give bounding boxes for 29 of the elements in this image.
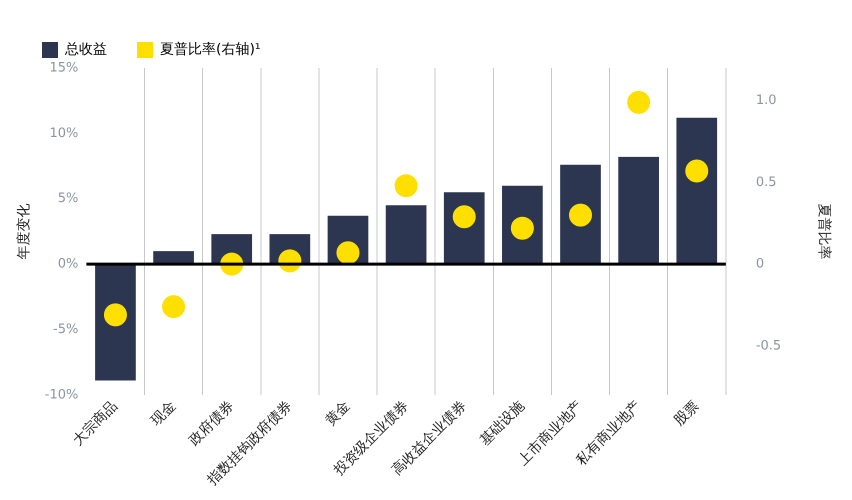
- point: [569, 204, 592, 227]
- x-tick-label: 基础设施: [476, 398, 528, 449]
- bar: [618, 156, 659, 264]
- y2-tick-label: 1.0: [756, 93, 777, 108]
- x-tick-label: 政府债券: [186, 398, 238, 449]
- point: [394, 174, 418, 198]
- y-tick-label: 5%: [58, 191, 78, 206]
- y2-axis-title: 夏普比率: [816, 203, 833, 260]
- legend-label: 夏普比率(右轴)¹: [160, 40, 261, 58]
- y-tick-label: 10%: [49, 126, 78, 141]
- x-tick-label: 股票: [671, 398, 702, 430]
- point: [336, 241, 360, 264]
- y-axis-title: 年度变化: [16, 203, 32, 260]
- point: [104, 303, 127, 326]
- x-tick-label: 黄金: [322, 398, 354, 430]
- legend-label: 总收益: [64, 42, 107, 58]
- y2-tick-label: -0.5: [756, 338, 782, 354]
- bar: [676, 118, 718, 264]
- y2-tick-label: 0.5: [756, 174, 777, 190]
- point: [685, 159, 708, 182]
- point: [162, 295, 186, 318]
- y-tick-label: -5%: [53, 322, 78, 337]
- point: [627, 90, 650, 114]
- bar: [386, 205, 426, 264]
- bar: [95, 264, 136, 381]
- x-tick-label: 现金: [148, 398, 179, 430]
- y2-tick-label: 0: [756, 256, 764, 272]
- y-tick-label: 15%: [49, 60, 78, 76]
- y-tick-label: 0%: [58, 256, 78, 272]
